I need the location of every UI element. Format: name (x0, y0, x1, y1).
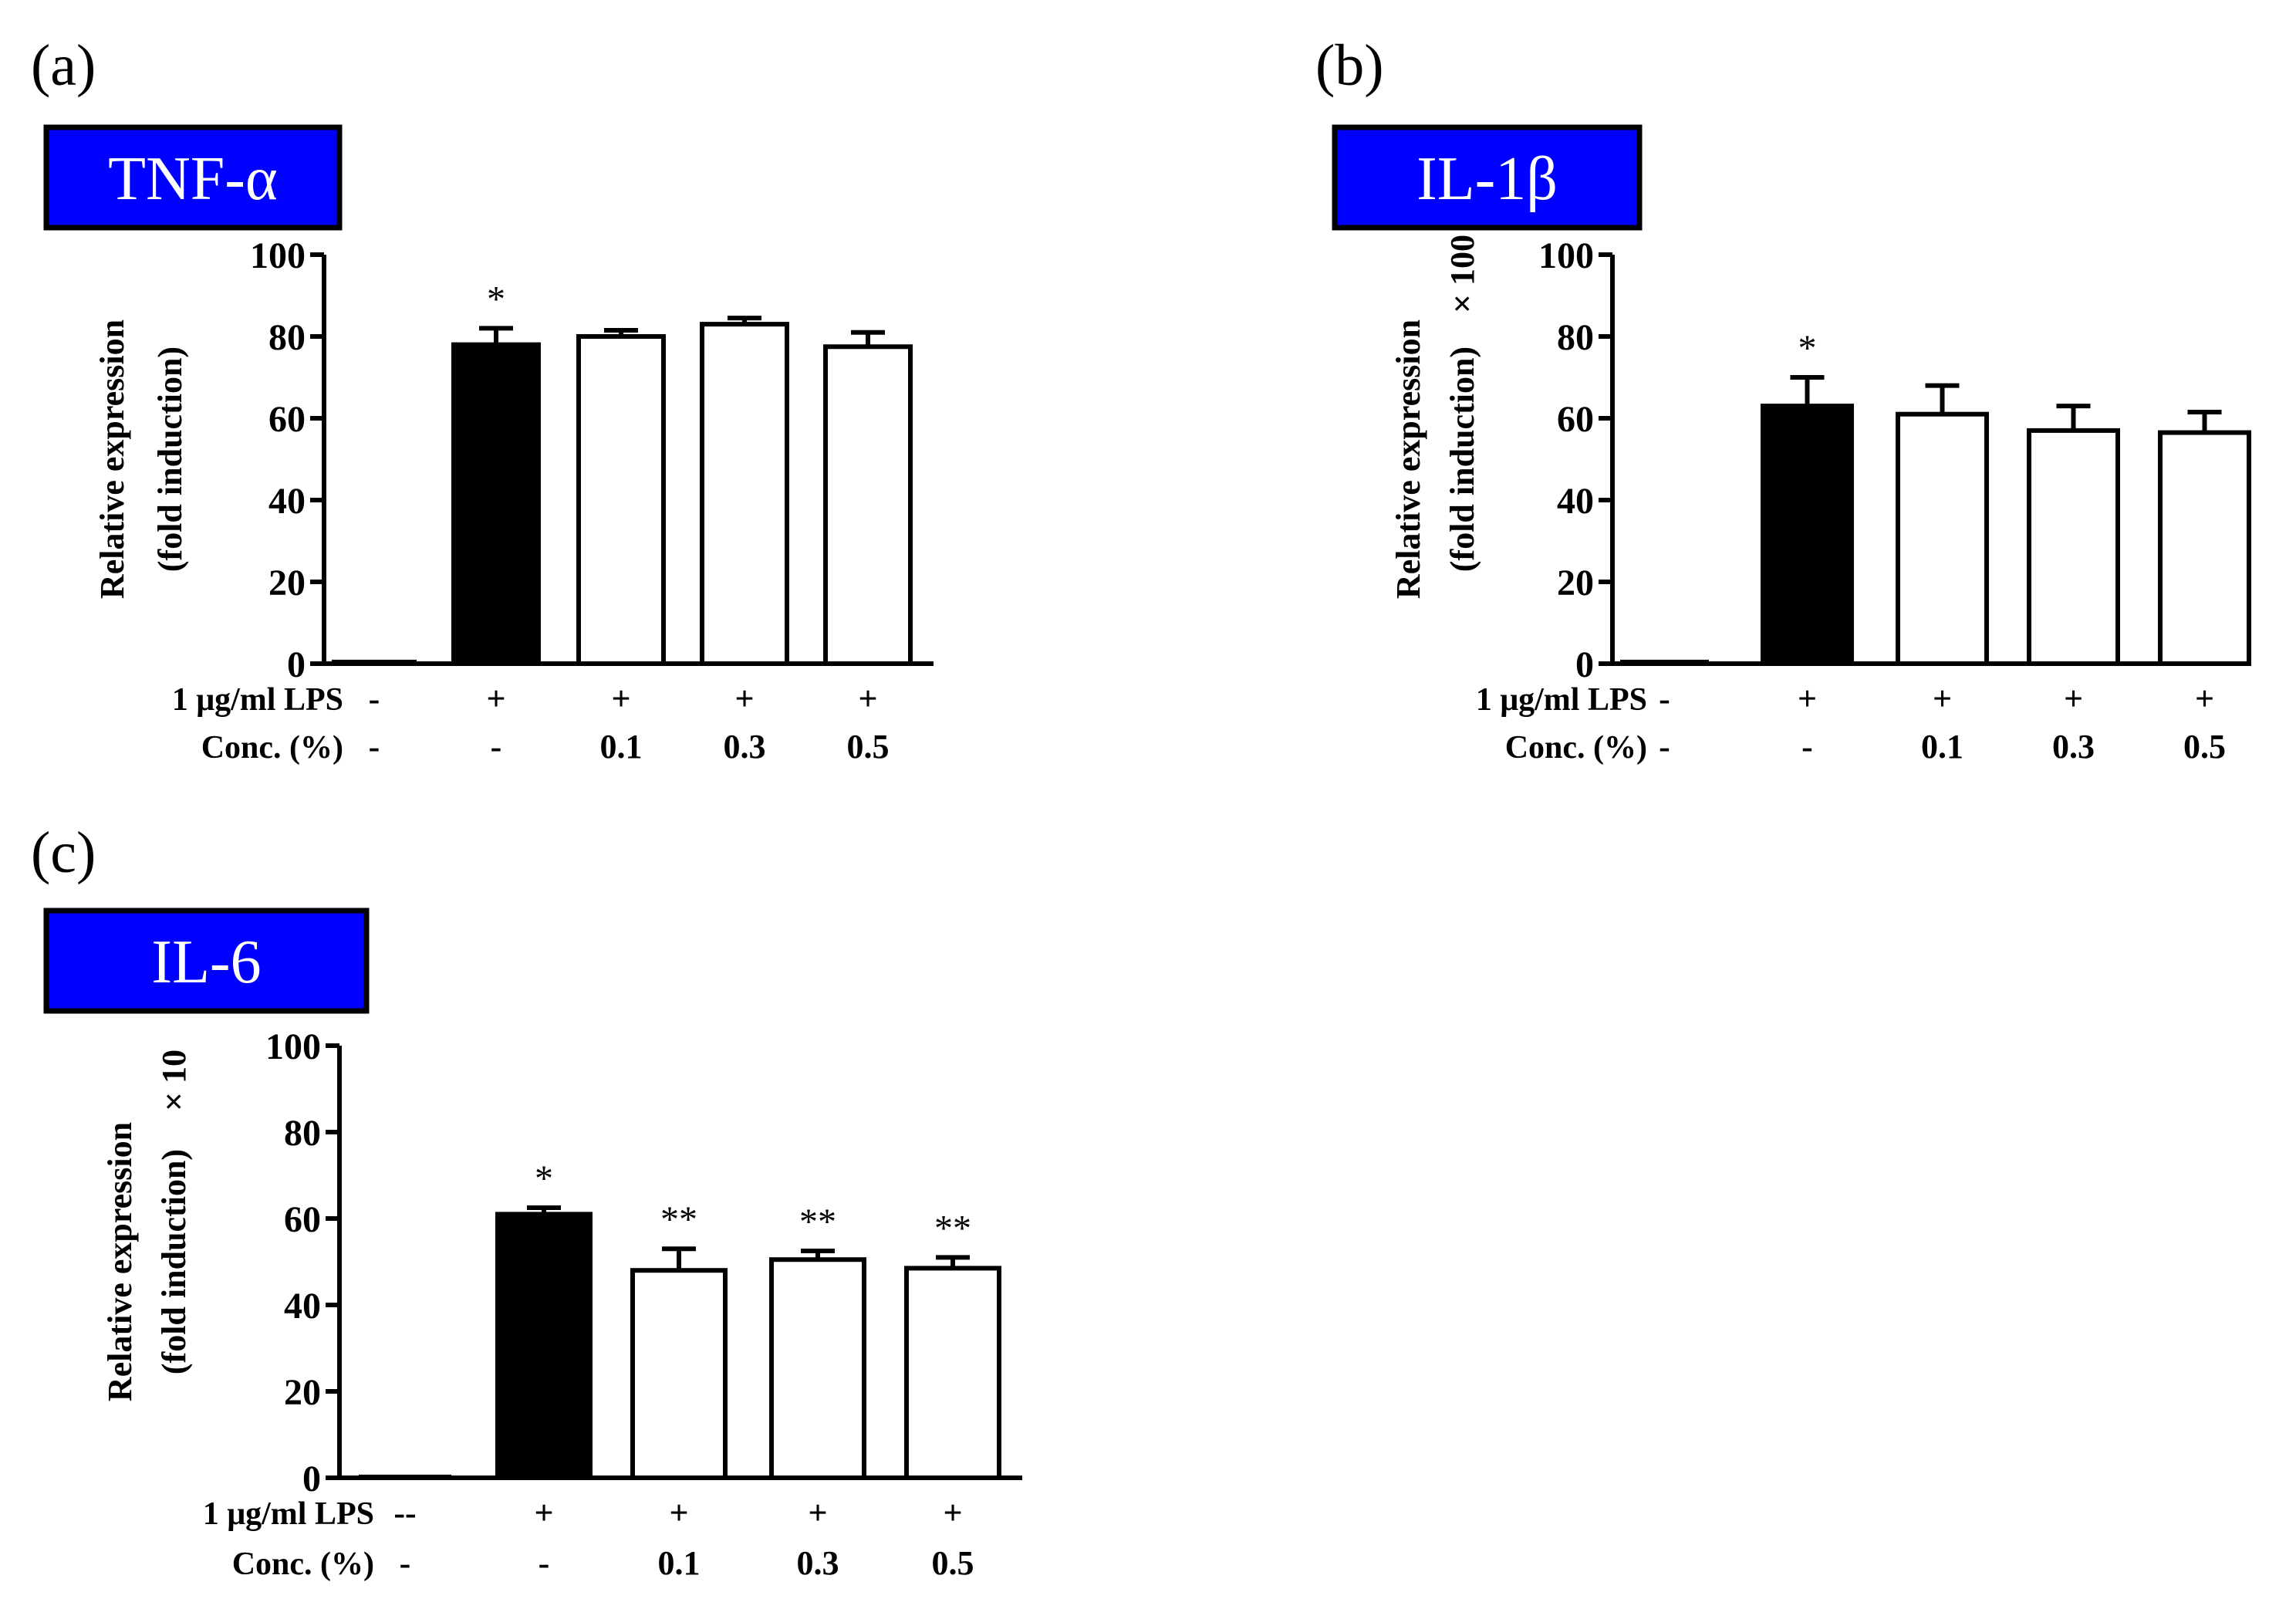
title-box (1332, 124, 1643, 231)
bar-2 (451, 342, 541, 666)
significance-marker: ** (660, 1199, 697, 1240)
conc-condition: 0.3 (2052, 728, 2095, 766)
bar-2 (1761, 404, 1854, 666)
lps-condition: + (808, 1494, 827, 1532)
y-axis-label: Relative expression (101, 1122, 139, 1401)
y-tick-label: 60 (284, 1199, 321, 1240)
y-tick-label: 40 (1557, 481, 1594, 522)
chart-title: IL-6 (151, 928, 261, 996)
significance-marker: ** (934, 1208, 971, 1249)
y-tick-label: 60 (1557, 399, 1594, 440)
lps-row-label: 1 μg/ml LPS (172, 682, 343, 718)
lps-condition: + (486, 680, 505, 718)
lps-condition: + (669, 1494, 688, 1532)
chart-panel-2: (b) IL-1β 0 20 40 60 80 100 Relative expression (… (1315, 33, 2251, 766)
lps-condition: + (2195, 680, 2214, 718)
chart-title: IL-1β (1416, 145, 1558, 213)
conc-condition: 0.5 (932, 1544, 974, 1582)
conc-condition: 0.3 (797, 1544, 839, 1582)
significance-marker: * (487, 279, 505, 319)
lps-condition: -- (393, 1494, 416, 1532)
panel-letter: (c) (31, 820, 96, 885)
bar-2 (495, 1212, 593, 1481)
conc-row-label: Conc. (%) (232, 1546, 374, 1582)
conc-condition: - (369, 728, 380, 766)
title-box (43, 124, 343, 231)
conc-condition: 0.1 (658, 1544, 701, 1582)
bar-5 (904, 1266, 1001, 1481)
y-tick-label: 20 (1557, 563, 1594, 603)
bar-4 (2027, 428, 2120, 667)
significance-marker: * (1798, 328, 1817, 369)
bar-5 (2158, 430, 2251, 666)
lps-condition: + (534, 1494, 553, 1532)
conc-row-label: Conc. (%) (1505, 730, 1647, 766)
y-tick-label: 80 (268, 317, 306, 358)
bar-5 (823, 344, 913, 666)
bar-4 (700, 322, 789, 666)
conc-condition: - (1801, 728, 1813, 766)
lps-condition: + (1933, 680, 1952, 718)
panel-letter: (a) (31, 33, 96, 98)
chart-title: TNF-α (108, 145, 278, 213)
y-axis-label: Relative expression (93, 319, 131, 599)
y-tick-label: 100 (1538, 235, 1594, 276)
significance-marker: ** (799, 1202, 836, 1242)
y-tick-label: 20 (284, 1372, 321, 1413)
conc-row-label: Conc. (%) (201, 730, 343, 766)
y-tick-label: 0 (302, 1459, 321, 1499)
lps-condition: - (1659, 680, 1670, 718)
y-tick-label: 40 (268, 481, 306, 522)
lps-row-label: 1 μg/ml LPS (203, 1496, 374, 1532)
y-tick-label: 40 (284, 1286, 321, 1327)
bar-3 (576, 334, 666, 666)
y-tick-label: 20 (268, 563, 306, 603)
conc-condition: 0.5 (2183, 728, 2226, 766)
title-box (43, 908, 370, 1014)
conc-condition: 0.3 (724, 728, 766, 766)
y-axis-multiplier: × 10 (155, 1050, 193, 1111)
conc-condition: - (539, 1544, 550, 1582)
y-axis-label: (fold induction) (155, 1149, 193, 1374)
chart-panel-1: (a)TNF-α 0 20 40 60 80 100 Relative expression (… (31, 33, 934, 766)
conc-condition: - (400, 1544, 411, 1582)
y-axis-multiplier: × 100 (1443, 235, 1481, 313)
chart-panel-3: (c) IL-6 0 20 40 60 80 100 Relative expression (f… (31, 820, 1022, 1582)
lps-condition: + (734, 680, 754, 718)
panel-letter: (b) (1315, 33, 1384, 98)
y-tick-label: 100 (250, 235, 306, 276)
bar-3 (630, 1268, 728, 1480)
y-tick-label: 60 (268, 399, 306, 440)
conc-condition: 0.1 (600, 728, 643, 766)
lps-condition: - (369, 680, 380, 718)
conc-condition: 0.1 (1921, 728, 1963, 766)
y-axis-label: Relative expression (1389, 319, 1427, 599)
lps-condition: + (611, 680, 630, 718)
significance-marker: * (535, 1158, 553, 1199)
lps-condition: + (858, 680, 877, 718)
y-tick-label: 80 (1557, 317, 1594, 358)
y-tick-label: 0 (1575, 644, 1594, 685)
y-axis-label: (fold induction) (1443, 346, 1481, 572)
y-axis-label: (fold induction) (151, 346, 189, 572)
conc-condition: - (491, 728, 502, 766)
bar-3 (1896, 411, 1989, 666)
lps-condition: + (943, 1494, 962, 1532)
lps-row-label: 1 μg/ml LPS (1476, 682, 1647, 718)
y-tick-label: 100 (265, 1026, 321, 1067)
conc-condition: - (1659, 728, 1670, 766)
y-tick-label: 80 (284, 1113, 321, 1154)
lps-condition: + (2064, 680, 2083, 718)
y-tick-label: 0 (287, 644, 306, 685)
conc-condition: 0.5 (847, 728, 890, 766)
lps-condition: + (1798, 680, 1817, 718)
bar-4 (769, 1257, 866, 1480)
